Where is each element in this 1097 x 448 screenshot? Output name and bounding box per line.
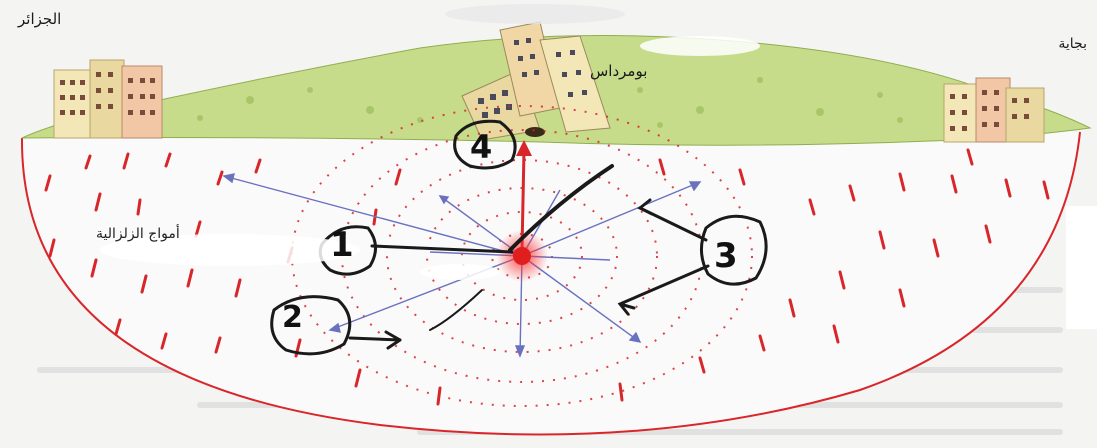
seismic-waves-label: أمواج الزلزالية (96, 226, 180, 242)
earthquake-focus (513, 247, 531, 265)
marker-4: 4 (470, 128, 493, 166)
earth-crust-outline (20, 131, 1081, 436)
epicenter-city-label: بومرداس (590, 62, 648, 80)
blank-page-area (1066, 206, 1097, 329)
marker-2: 2 (282, 300, 303, 335)
marker-3: 3 (714, 236, 738, 276)
city-left-label: الجزائر (18, 10, 62, 28)
city-right-label: بجاية (1058, 36, 1087, 52)
collapsing-buildings (445, 4, 625, 141)
handwritten-annotations (270, 119, 768, 356)
marker-1: 1 (330, 225, 354, 265)
ground-texture (197, 77, 903, 128)
white-smudges (100, 36, 760, 280)
city-right-buildings (943, 77, 1045, 143)
city-left-buildings (53, 59, 163, 139)
